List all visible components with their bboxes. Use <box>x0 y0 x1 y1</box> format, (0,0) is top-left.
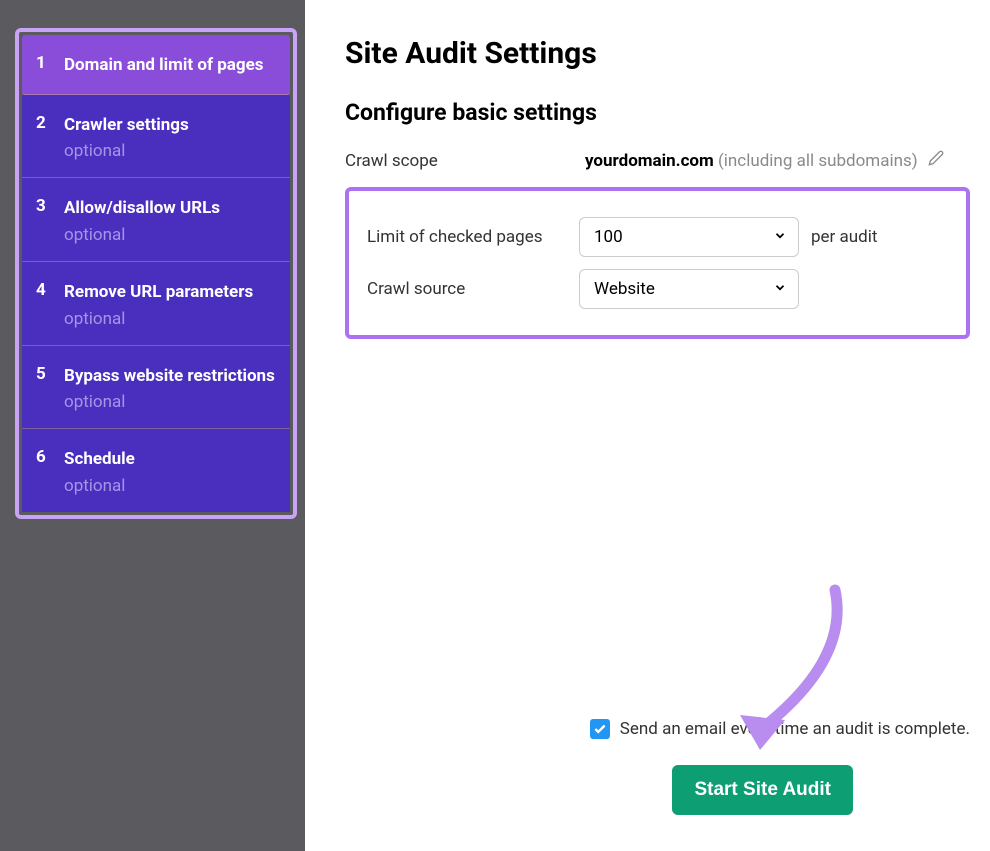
step-title: Remove URL parameters <box>64 280 276 305</box>
main-panel: Site Audit Settings Configure basic sett… <box>305 0 990 851</box>
step-optional-label: optional <box>64 141 276 161</box>
step-number: 4 <box>36 280 64 329</box>
step-number: 5 <box>36 364 64 413</box>
crawl-source-select-wrap: Website <box>579 269 799 309</box>
limit-pages-select[interactable]: 100 <box>579 217 799 257</box>
step-body: Schedule optional <box>64 447 276 496</box>
start-site-audit-button[interactable]: Start Site Audit <box>672 765 853 815</box>
bottom-area: Send an email every time an audit is com… <box>345 639 970 815</box>
crawl-scope-domain: yourdomain.com <box>585 151 714 171</box>
step-number: 1 <box>36 53 64 78</box>
email-notify-row: Send an email every time an audit is com… <box>345 719 970 739</box>
step-title: Domain and limit of pages <box>64 53 276 78</box>
crawl-source-row: Crawl source Website <box>367 269 948 309</box>
step-number: 2 <box>36 113 64 162</box>
edit-icon[interactable] <box>928 150 944 166</box>
step-number: 6 <box>36 447 64 496</box>
limit-pages-suffix: per audit <box>811 227 877 247</box>
limit-pages-select-wrap: 100 <box>579 217 799 257</box>
crawl-scope-row: Crawl scope yourdomain.com (including al… <box>345 150 970 171</box>
steps-highlight-box: 1 Domain and limit of pages 2 Crawler se… <box>15 28 297 519</box>
step-remove-url-params[interactable]: 4 Remove URL parameters optional <box>22 262 290 346</box>
page-title: Site Audit Settings <box>345 36 970 71</box>
crawl-source-label: Crawl source <box>367 279 567 299</box>
step-title: Schedule <box>64 447 276 472</box>
step-title: Bypass website restrictions <box>64 364 276 389</box>
steps-sidebar: 1 Domain and limit of pages 2 Crawler se… <box>0 0 305 851</box>
crawl-scope-suffix: (including all subdomains) <box>714 151 918 171</box>
step-allow-disallow[interactable]: 3 Allow/disallow URLs optional <box>22 178 290 262</box>
step-optional-label: optional <box>64 392 276 412</box>
step-crawler-settings[interactable]: 2 Crawler settings optional <box>22 95 290 179</box>
step-body: Remove URL parameters optional <box>64 280 276 329</box>
step-optional-label: optional <box>64 476 276 496</box>
step-bypass-restrictions[interactable]: 5 Bypass website restrictions optional <box>22 346 290 430</box>
crawl-source-value: Website <box>594 279 655 299</box>
step-body: Allow/disallow URLs optional <box>64 196 276 245</box>
step-domain-limit[interactable]: 1 Domain and limit of pages <box>22 35 290 95</box>
step-body: Crawler settings optional <box>64 113 276 162</box>
step-number: 3 <box>36 196 64 245</box>
step-optional-label: optional <box>64 309 276 329</box>
limit-pages-row: Limit of checked pages 100 per audit <box>367 217 948 257</box>
email-notify-label: Send an email every time an audit is com… <box>620 719 970 739</box>
step-title: Crawler settings <box>64 113 276 138</box>
crawl-scope-value: yourdomain.com (including all subdomains… <box>585 150 944 171</box>
step-optional-label: optional <box>64 225 276 245</box>
crawl-scope-label: Crawl scope <box>345 151 535 171</box>
step-schedule[interactable]: 6 Schedule optional <box>22 429 290 512</box>
step-body: Bypass website restrictions optional <box>64 364 276 413</box>
submit-row: Start Site Audit <box>345 765 970 815</box>
subtitle: Configure basic settings <box>345 99 970 126</box>
email-notify-checkbox[interactable] <box>590 719 610 739</box>
limit-pages-label: Limit of checked pages <box>367 227 567 247</box>
step-title: Allow/disallow URLs <box>64 196 276 221</box>
step-body: Domain and limit of pages <box>64 53 276 78</box>
settings-highlight-box: Limit of checked pages 100 per audit Cra… <box>345 187 970 339</box>
crawl-source-select[interactable]: Website <box>579 269 799 309</box>
limit-pages-value: 100 <box>594 227 623 247</box>
